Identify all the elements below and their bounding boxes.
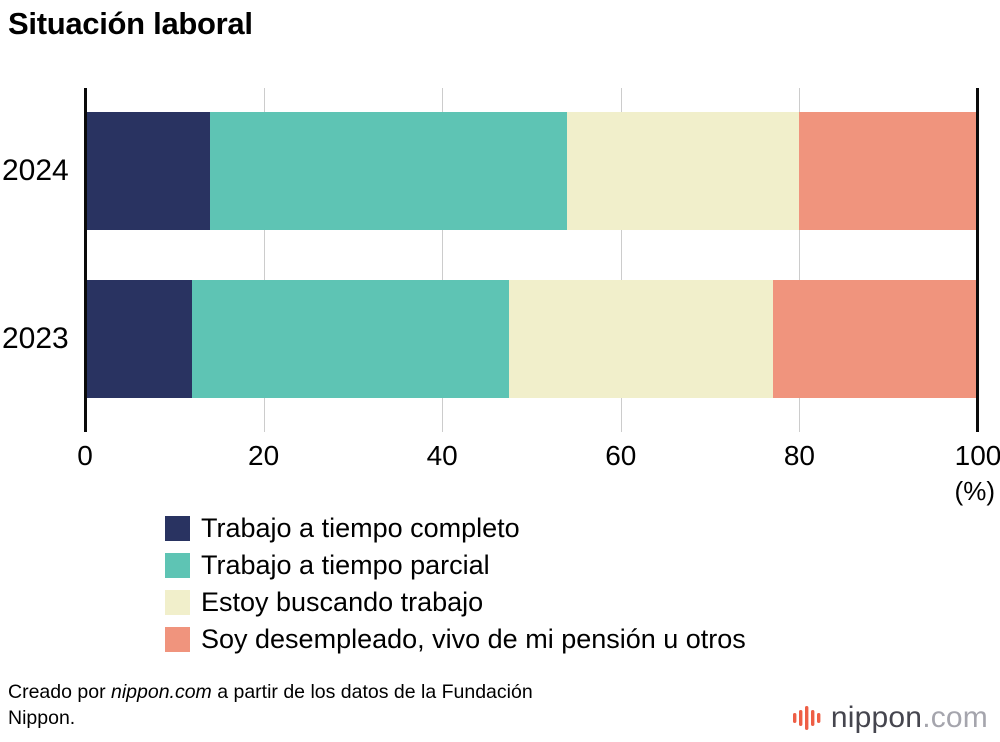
bars-container: [85, 88, 978, 432]
gridline: [620, 88, 622, 432]
x-tick-label: 20: [248, 440, 280, 471]
chart-title: Situación laboral: [8, 6, 253, 41]
legend-label: Trabajo a tiempo completo: [201, 513, 520, 543]
legend-item: Soy desempleado, vivo de mi pensión u ot…: [165, 621, 746, 658]
logo-text-main: nippon: [830, 701, 923, 734]
legend-item: Trabajo a tiempo parcial: [165, 547, 746, 584]
bar-2023: [85, 280, 978, 398]
x-tick-label: 0: [77, 440, 93, 471]
x-tick-label: 40: [426, 440, 458, 471]
credit-text: Creado por nippon.com a partir de los da…: [8, 680, 578, 731]
bar-segment: [85, 112, 211, 230]
bar-segment: [509, 280, 773, 398]
legend-swatch: [165, 590, 190, 615]
gridline: [263, 88, 265, 432]
gridline: [442, 88, 444, 432]
credit-prefix: Creado por: [8, 681, 111, 703]
legend-item: Trabajo a tiempo completo: [165, 510, 746, 547]
gridline: [799, 88, 801, 432]
y-tick-label: 2023: [2, 322, 69, 355]
x-tick-label: 80: [783, 440, 815, 471]
legend-swatch: [165, 516, 190, 541]
bar-segment: [567, 112, 800, 230]
bar-segment: [192, 280, 510, 398]
y-axis-line: [84, 88, 87, 432]
legend-swatch: [165, 553, 190, 578]
credit-suffix: a partir de los datos de la Fundación Ni…: [8, 681, 533, 729]
bar-2024: [85, 112, 978, 230]
legend-swatch: [165, 627, 190, 652]
y-tick-label: 2024: [2, 154, 69, 187]
bar-segment: [799, 112, 978, 230]
legend: Trabajo a tiempo completo Trabajo a tiemp…: [165, 510, 746, 658]
legend-label: Trabajo a tiempo parcial: [201, 550, 490, 580]
nippon-logo: nippon.com: [792, 700, 988, 736]
right-axis-line: [976, 88, 979, 432]
bar-segment: [85, 280, 193, 398]
x-tick-label: 60: [605, 440, 637, 471]
bar-segment: [210, 112, 568, 230]
x-tick-label: 100: [954, 440, 1000, 471]
credit-source: nippon.com: [110, 681, 212, 703]
bar-segment: [772, 280, 978, 398]
x-axis-unit: (%): [954, 476, 995, 506]
legend-label: Soy desempleado, vivo de mi pensión u ot…: [201, 624, 746, 654]
soundwave-icon: [792, 706, 821, 730]
legend-label: Estoy buscando trabajo: [201, 587, 484, 617]
x-axis: 0 20 40 60 80 100 (%): [77, 432, 1000, 518]
logo-text-suffix: .com: [922, 701, 988, 734]
legend-item: Estoy buscando trabajo: [165, 584, 746, 621]
plot-area: [84, 88, 979, 432]
logo-text: nippon.com: [831, 701, 988, 735]
stacked-bar-chart: 2024 2023 0 20 40 60 80 100 (%): [0, 88, 1000, 518]
